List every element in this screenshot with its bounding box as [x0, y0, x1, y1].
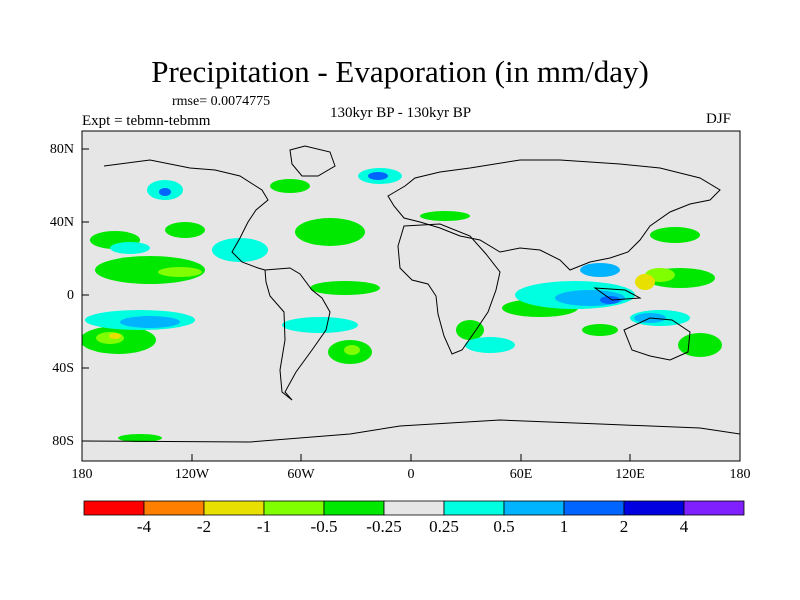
colorbar-swatch: [563, 500, 625, 516]
colorbar-label: -0.25: [366, 517, 402, 536]
eurasia-coast: [387, 159, 721, 271]
colorbar-swatch: [683, 500, 745, 516]
contour-yellow: [635, 274, 655, 290]
colorbar-swatch: [443, 500, 505, 516]
x-tick-label: 0: [407, 467, 415, 482]
y-tick-label: 40N: [49, 215, 74, 230]
contour-lightgreen: [96, 332, 124, 344]
greenland-coast: [289, 145, 336, 177]
contour-cyan: [465, 337, 515, 353]
season-label: DJF: [706, 111, 732, 127]
contour-blue: [600, 296, 620, 304]
contour-green: [118, 434, 162, 442]
x-tick-marks: [81, 454, 741, 461]
antarctica-coast: [82, 419, 740, 443]
contour-lightblue: [580, 263, 620, 277]
indonesia-coast: [593, 287, 642, 301]
contour-lightgreen: [344, 345, 360, 355]
colorbar-label: 1: [559, 517, 569, 536]
colorbar: [83, 500, 745, 516]
y-tick-marks: [82, 148, 89, 442]
contour-green: [456, 320, 484, 340]
rmse-label: rmse= 0.0074775: [172, 94, 271, 109]
colorbar-label: -1: [256, 517, 272, 536]
y-tick-label: 80N: [49, 142, 74, 157]
contour-cyan: [282, 317, 358, 333]
map-title: Precipitation - Evaporation (in mm/day): [151, 54, 649, 89]
colorbar-label: -2: [196, 517, 212, 536]
contour-green: [165, 222, 205, 238]
africa-coast: [397, 223, 501, 355]
colorbar-swatch: [383, 500, 445, 516]
x-tick-label: 60W: [287, 467, 315, 482]
south-america-west-coast: [264, 269, 293, 401]
contour-green: [270, 179, 310, 193]
contour-lightgreen: [158, 267, 202, 277]
y-tick-label: 0: [67, 288, 74, 303]
colorbar-label: -0.5: [310, 517, 338, 536]
y-tick-label: 80S: [52, 434, 74, 449]
x-tick-label: 180: [729, 467, 751, 482]
contour-cyan: [212, 238, 268, 262]
colorbar-swatch: [263, 500, 325, 516]
colorbar-swatch: [83, 500, 145, 516]
colorbar-label: 0.5: [493, 517, 515, 536]
contour-green: [420, 211, 470, 221]
contour-green: [582, 324, 618, 336]
contour-yellow: [109, 333, 121, 339]
x-tick-label: 120W: [174, 467, 210, 482]
colorbar-swatch: [503, 500, 565, 516]
contour-blue: [159, 188, 171, 196]
australia-coast: [623, 317, 691, 361]
colorbar-swatch: [323, 500, 385, 516]
contour-green: [95, 256, 205, 284]
experiment-label: Expt = tebmn-tebmm: [82, 113, 211, 129]
colorbar-swatch: [143, 500, 205, 516]
coastlines: [82, 145, 740, 443]
period-label: 130kyr BP - 130kyr BP: [330, 105, 472, 121]
x-tick-label: 180: [71, 467, 93, 482]
colorbar-swatch: [203, 500, 265, 516]
colorbar-label: -4: [136, 517, 152, 536]
colorbar-swatch: [623, 500, 685, 516]
colorbar-label: 0.25: [429, 517, 459, 536]
contour-blue: [368, 172, 388, 180]
colorbar-label: 4: [679, 517, 689, 536]
x-tick-label: 60E: [509, 467, 533, 482]
contour-green: [650, 227, 700, 243]
south-america-east-coast: [264, 267, 331, 401]
north-america-coast: [103, 159, 269, 271]
contour-lightblue: [120, 316, 180, 328]
anomaly-contours: [82, 168, 722, 442]
map-background: [82, 131, 740, 461]
contour-green: [295, 218, 365, 246]
y-tick-label: 40S: [52, 361, 74, 376]
contour-cyan: [110, 242, 150, 254]
colorbar-label: 2: [619, 517, 629, 536]
x-tick-label: 120E: [615, 467, 645, 482]
contour-green: [310, 281, 380, 295]
